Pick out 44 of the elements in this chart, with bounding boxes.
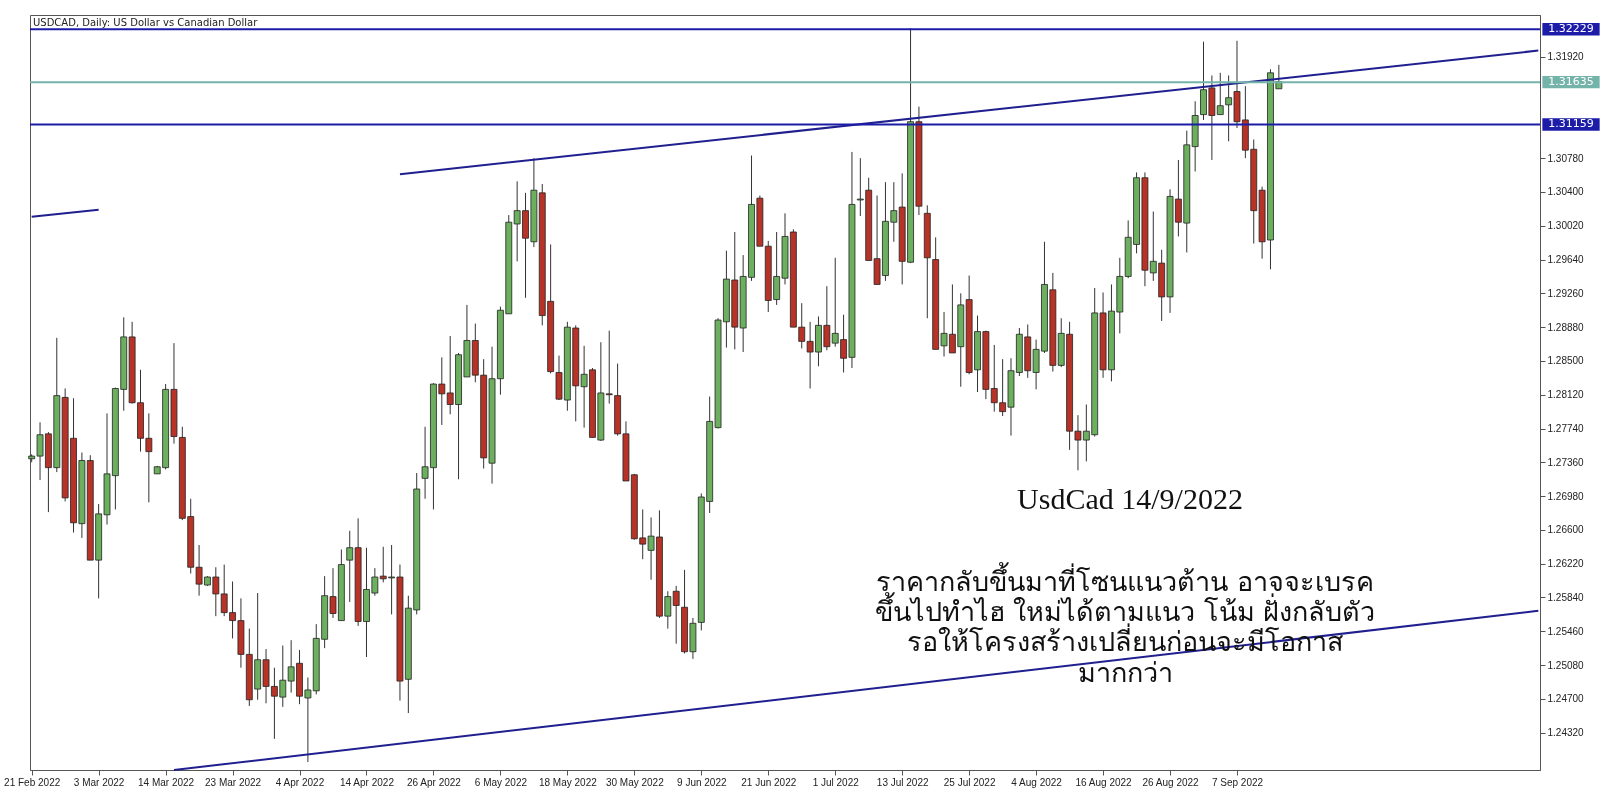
x-tick-label: 25 Jul 2022 — [943, 776, 996, 788]
x-tick-label: 21 Feb 2022 — [4, 776, 61, 788]
chart-title: USDCAD, Daily: US Dollar vs Canadian Dollar — [33, 17, 259, 28]
x-tick-label: 18 May 2022 — [538, 776, 598, 788]
y-tick-label: 1.30400 — [1547, 186, 1585, 198]
y-tick-label: 1.29260 — [1547, 287, 1585, 299]
y-tick-label: 1.26980 — [1547, 490, 1585, 502]
x-tick-label: 26 Apr 2022 — [406, 776, 462, 788]
ref-line-label: 1.31635 — [1548, 75, 1594, 89]
x-tick-label: 4 Apr 2022 — [275, 776, 325, 788]
y-tick-label: 1.28500 — [1547, 355, 1585, 367]
x-tick-label: 16 Aug 2022 — [1075, 776, 1133, 788]
y-tick-label: 1.25080 — [1547, 659, 1585, 671]
y-tick-label: 1.24320 — [1547, 727, 1585, 739]
y-tick-label: 1.26220 — [1547, 558, 1585, 570]
y-tick-label: 1.24700 — [1547, 693, 1585, 705]
x-tick-label: 3 Mar 2022 — [73, 776, 125, 788]
y-tick-label: 1.31920 — [1547, 51, 1585, 63]
y-tick-label: 1.26600 — [1547, 524, 1585, 536]
x-tick-label: 14 Mar 2022 — [138, 776, 195, 788]
x-tick-label: 26 Aug 2022 — [1142, 776, 1200, 788]
x-tick-label: 23 Mar 2022 — [204, 776, 262, 788]
x-tick-label: 30 May 2022 — [605, 776, 665, 788]
y-tick-label: 1.27360 — [1547, 456, 1585, 468]
ref-line-label: 1.31159 — [1548, 117, 1594, 131]
y-tick-label: 1.25840 — [1547, 591, 1585, 603]
x-tick-label: 9 Jun 2022 — [677, 776, 727, 788]
y-tick-label: 1.30780 — [1547, 152, 1585, 164]
x-tick-label: 21 Jun 2022 — [741, 776, 797, 788]
x-tick-label: 4 Aug 2022 — [1011, 776, 1063, 788]
y-tick-label: 1.30020 — [1547, 220, 1585, 232]
ref-line-label: 1.32229 — [1548, 22, 1594, 36]
y-tick-label: 1.28880 — [1547, 321, 1585, 333]
y-tick-label: 1.28120 — [1547, 389, 1585, 401]
candlestick — [672, 585, 680, 645]
y-tick-label: 1.27740 — [1547, 423, 1585, 435]
annotation: UsdCad 14/9/2022 — [1017, 482, 1243, 515]
x-tick-label: 1 Jul 2022 — [812, 776, 860, 788]
y-tick-label: 1.25460 — [1547, 625, 1585, 637]
x-tick-label: 14 Apr 2022 — [340, 776, 395, 788]
x-tick-label: 6 May 2022 — [474, 776, 528, 788]
y-tick-label: 1.29640 — [1547, 254, 1585, 266]
x-tick-label: 13 Jul 2022 — [876, 776, 929, 788]
x-tick-label: 7 Sep 2022 — [1211, 776, 1264, 788]
